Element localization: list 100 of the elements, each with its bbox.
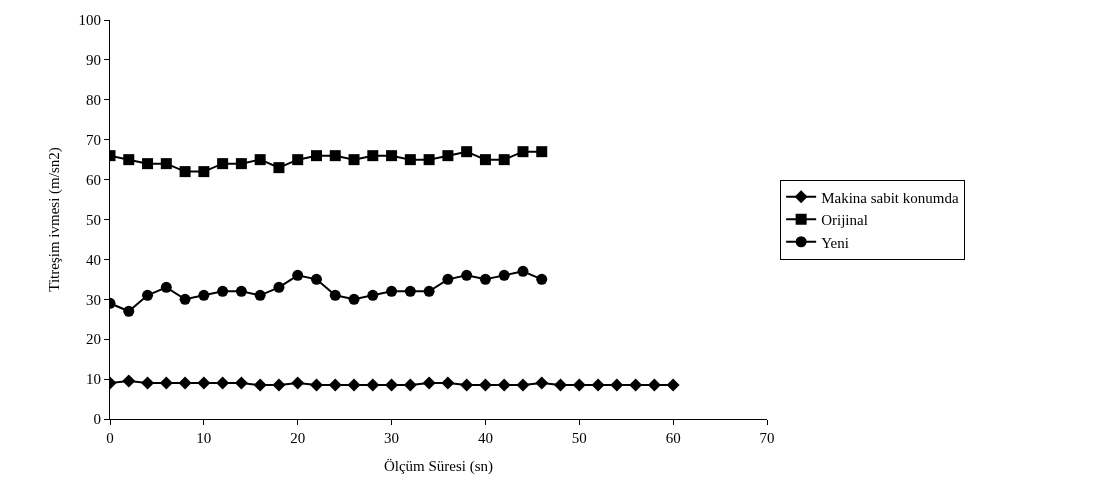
point <box>629 378 643 392</box>
point <box>142 158 154 170</box>
point <box>535 376 549 390</box>
point <box>461 269 473 281</box>
point <box>178 376 192 390</box>
point <box>423 154 435 166</box>
point <box>517 146 529 158</box>
point <box>441 376 455 390</box>
point <box>479 273 491 285</box>
point <box>329 289 341 301</box>
point <box>403 378 417 392</box>
x-tick-label: 50 <box>571 430 587 446</box>
y-axis-title: Titreşim ivmesi (m/sn2) <box>45 147 63 292</box>
point <box>234 376 248 390</box>
point <box>235 158 247 170</box>
y-tick-label: 80 <box>86 92 101 109</box>
point <box>329 150 341 162</box>
point <box>160 158 172 170</box>
point <box>123 154 135 166</box>
x-tick-label: 60 <box>665 430 681 446</box>
point <box>347 378 361 392</box>
point <box>366 378 380 392</box>
point <box>272 378 286 392</box>
point <box>254 289 266 301</box>
point <box>517 265 529 277</box>
point <box>404 285 416 297</box>
point <box>404 154 416 166</box>
y-tick-label: 50 <box>86 211 101 228</box>
point <box>198 166 210 178</box>
point <box>367 150 379 162</box>
point <box>348 293 360 305</box>
point <box>348 154 360 166</box>
x-tick-label: 40 <box>477 430 493 446</box>
x-tick-label: 0 <box>106 430 114 446</box>
point <box>160 281 172 293</box>
point <box>292 269 304 281</box>
y-tick-label: 10 <box>86 371 101 388</box>
point <box>591 378 605 392</box>
y-tick-label: 0 <box>93 411 101 428</box>
point <box>536 146 548 158</box>
x-tick-label: 20 <box>290 430 306 446</box>
x-tick-label: 10 <box>196 430 212 446</box>
y-tick-label: 90 <box>86 52 101 69</box>
point <box>386 285 398 297</box>
point <box>516 378 530 392</box>
y-tick-label: 40 <box>86 251 101 268</box>
point <box>328 378 342 392</box>
point <box>216 376 230 390</box>
point <box>292 154 304 166</box>
point <box>536 273 548 285</box>
point <box>422 376 436 390</box>
point <box>460 378 474 392</box>
point <box>497 378 511 392</box>
point <box>291 376 305 390</box>
point <box>141 376 155 390</box>
point <box>159 376 173 390</box>
point <box>554 378 568 392</box>
y-tick-label: 70 <box>86 131 101 148</box>
point <box>198 289 210 301</box>
point <box>367 289 379 301</box>
point <box>498 269 510 281</box>
y-tick-label: 60 <box>86 171 101 188</box>
point <box>217 158 229 170</box>
point <box>479 154 491 166</box>
point <box>123 305 135 317</box>
point <box>253 378 267 392</box>
point <box>442 273 454 285</box>
point <box>122 374 136 388</box>
legend-label: Yeni <box>821 234 849 251</box>
x-axis-title: Ölçüm Süresi (sn) <box>383 458 494 475</box>
point <box>310 273 322 285</box>
point <box>423 285 435 297</box>
point <box>666 378 680 392</box>
y-tick-label: 20 <box>86 331 101 348</box>
point <box>647 378 661 392</box>
point <box>572 378 586 392</box>
legend-label: Makina sabit konumda <box>821 189 959 206</box>
point <box>179 166 191 178</box>
point <box>442 150 454 162</box>
point <box>309 378 323 392</box>
x-tick-label: 70 <box>759 430 775 446</box>
point <box>273 281 285 293</box>
legend-label: Orijinal <box>821 212 868 229</box>
x-tick-label: 30 <box>384 430 400 446</box>
point <box>386 150 398 162</box>
point <box>235 285 247 297</box>
point <box>310 150 322 162</box>
point <box>217 285 229 297</box>
y-tick-label: 30 <box>86 291 101 308</box>
y-tick-label: 100 <box>78 12 101 29</box>
point <box>179 293 191 305</box>
point <box>610 378 624 392</box>
point <box>478 378 492 392</box>
point <box>142 289 154 301</box>
point <box>197 376 211 390</box>
point <box>273 162 285 174</box>
point <box>385 378 399 392</box>
point <box>498 154 510 166</box>
point <box>254 154 266 166</box>
point <box>461 146 473 158</box>
